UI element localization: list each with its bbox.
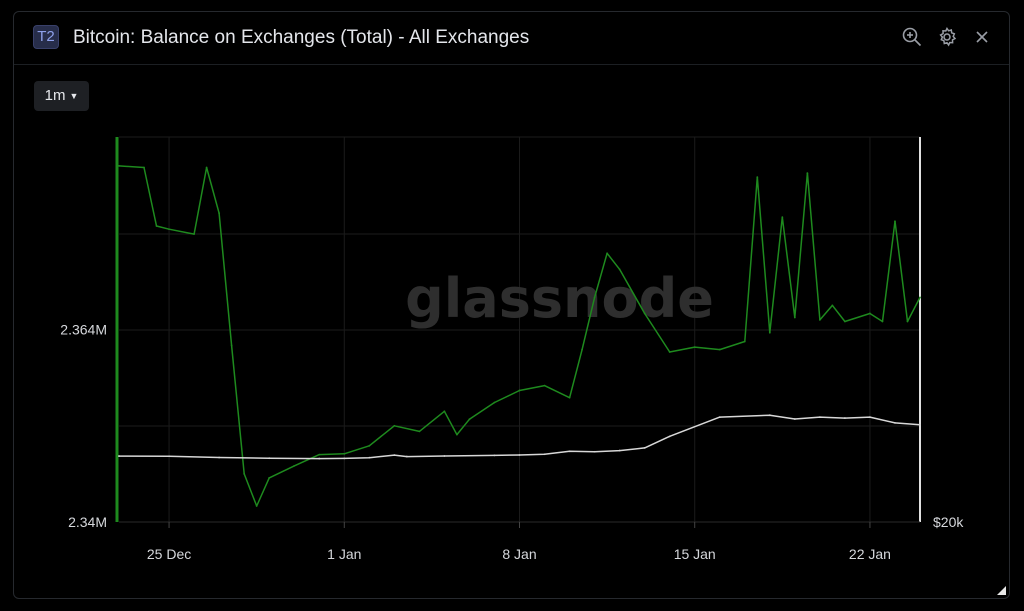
- balance-point: [818, 318, 821, 321]
- price-point: [643, 446, 646, 449]
- balance-point: [155, 225, 158, 227]
- balance-point: [218, 212, 221, 215]
- balance-point: [418, 430, 421, 433]
- price-point: [405, 455, 408, 458]
- balance-point: [568, 396, 571, 399]
- y-right-tick-label: $20k: [933, 514, 964, 530]
- x-tick-label: 15 Jan: [674, 546, 716, 562]
- balance-point: [756, 176, 759, 179]
- price-point: [593, 450, 596, 453]
- balance-point: [831, 304, 834, 307]
- tier-badge: T2: [33, 25, 59, 49]
- balance-point: [618, 268, 621, 271]
- balance-point: [205, 166, 208, 169]
- balance-point: [844, 320, 846, 323]
- balance-point: [906, 320, 909, 323]
- price-point: [343, 457, 346, 460]
- balance-point: [468, 418, 471, 421]
- balance-point: [869, 312, 871, 315]
- balance-point: [393, 424, 396, 427]
- watermark: glassnode: [405, 267, 714, 330]
- interval-value: 1m: [44, 87, 66, 104]
- x-tick-label: 22 Jan: [849, 546, 891, 562]
- balance-point: [493, 401, 496, 404]
- balance-point: [118, 164, 120, 167]
- chart-panel: T2 Bitcoin: Balance on Exchanges (Total)…: [13, 11, 1010, 599]
- balance-point: [743, 340, 746, 343]
- y-tick-label: 2.364M: [60, 322, 107, 338]
- interval-dropdown[interactable]: 1m ▼: [34, 81, 89, 111]
- price-point: [844, 417, 846, 419]
- x-tick-label: 1 Jan: [327, 546, 361, 562]
- price-point: [218, 456, 221, 459]
- balance-point: [230, 344, 233, 347]
- price-point: [718, 416, 721, 418]
- balance-point: [919, 296, 921, 299]
- balance-point: [606, 252, 609, 255]
- price-point: [919, 423, 921, 426]
- balance-point: [443, 410, 446, 413]
- price-point: [543, 453, 546, 456]
- price-point: [818, 416, 821, 418]
- balance-point: [894, 220, 896, 223]
- balance-point: [581, 348, 583, 351]
- balance-point: [881, 320, 884, 323]
- price-point: [518, 454, 521, 456]
- balance-point: [343, 452, 346, 455]
- balance-point: [768, 331, 771, 334]
- balance-point: [293, 464, 296, 467]
- balance-point: [243, 472, 246, 475]
- balance-point: [718, 348, 721, 351]
- price-point: [268, 457, 271, 460]
- price-point: [668, 435, 671, 438]
- close-icon[interactable]: [971, 26, 993, 48]
- x-tick-label: 8 Jan: [502, 546, 536, 562]
- balance-point: [318, 453, 321, 456]
- price-point: [793, 418, 796, 420]
- balance-series-line: [118, 165, 921, 507]
- balance-point: [693, 346, 696, 349]
- price-point: [618, 449, 621, 452]
- price-point: [768, 414, 771, 417]
- price-point: [493, 454, 496, 457]
- price-point: [368, 456, 371, 459]
- balance-point: [643, 312, 646, 315]
- balance-point: [543, 384, 546, 387]
- balance-point: [456, 433, 458, 436]
- balance-point: [668, 351, 671, 353]
- caret-down-icon: ▼: [69, 91, 79, 101]
- price-series-line: [118, 414, 921, 460]
- balance-point: [368, 444, 371, 447]
- y-tick-label: 2.34M: [68, 514, 107, 530]
- price-point: [568, 450, 571, 453]
- balance-point: [781, 216, 784, 219]
- price-point: [869, 416, 871, 418]
- chart-title: Bitcoin: Balance on Exchanges (Total) - …: [73, 27, 530, 48]
- price-point: [318, 457, 321, 460]
- balance-point: [255, 505, 258, 507]
- x-tick-label: 25 Dec: [147, 546, 191, 562]
- resize-handle-icon[interactable]: [997, 586, 1006, 595]
- balance-point: [143, 166, 145, 169]
- chart-area[interactable]: glassnode 2.364M 2.34M $20k 25 Dec 1 Jan 8 Jan…: [14, 12, 1011, 600]
- balance-point: [193, 233, 195, 235]
- gear-icon[interactable]: [936, 26, 958, 48]
- price-point: [168, 455, 170, 458]
- balance-point: [168, 228, 170, 231]
- panel-header: T2 Bitcoin: Balance on Exchanges (Total)…: [14, 12, 1009, 65]
- balance-point: [268, 476, 271, 479]
- balance-point: [806, 172, 809, 174]
- price-point: [443, 455, 446, 457]
- balance-point: [793, 316, 796, 319]
- balance-point: [593, 296, 596, 299]
- price-point: [118, 455, 120, 457]
- price-point: [894, 421, 896, 424]
- zoom-icon[interactable]: [901, 26, 923, 48]
- price-point: [393, 454, 396, 457]
- balance-point: [518, 389, 521, 392]
